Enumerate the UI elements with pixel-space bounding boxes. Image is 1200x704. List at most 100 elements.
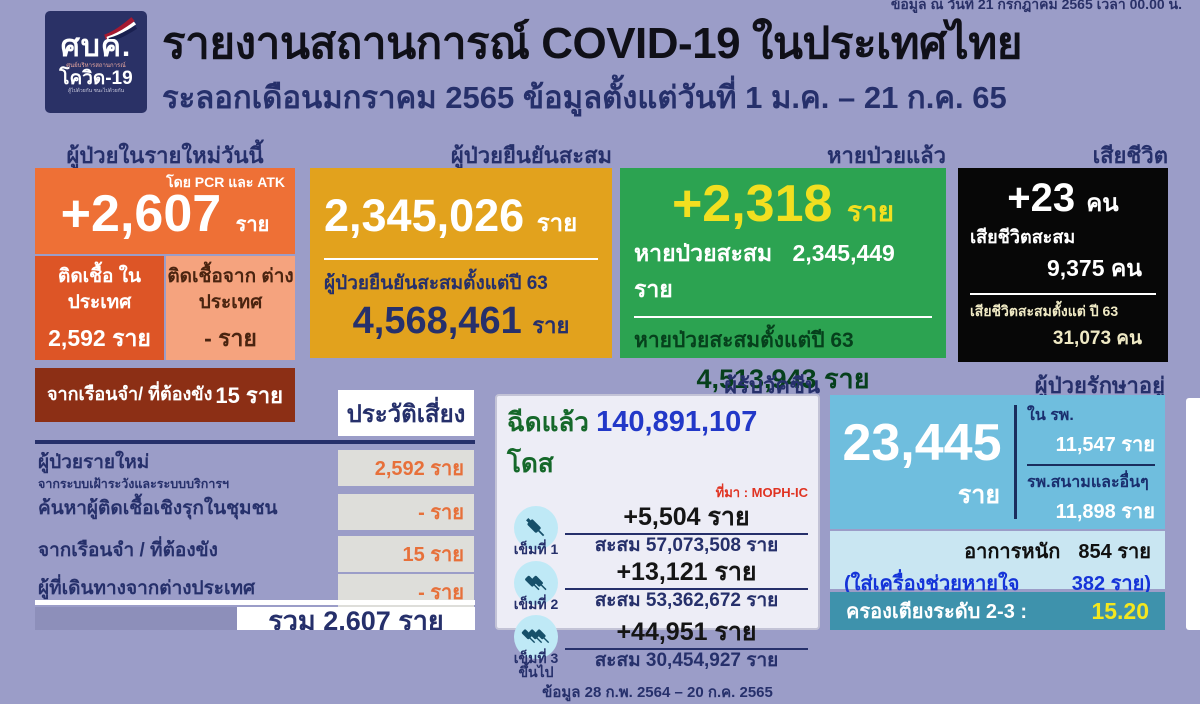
confirmed-since63-value: 4,568,461 (352, 300, 522, 342)
abroad-label: ติดเชื้อจาก ต่างประเทศ (167, 266, 294, 313)
dose1-cum: สะสม 57,073,508 ราย (594, 535, 779, 556)
confirmed-value: 2,345,026 (324, 190, 525, 241)
vaccine-card: ฉีดแล้ว 140,891,107 โดส ที่มา : MOPH-IC … (495, 394, 820, 701)
risk-row-travelers: ผู้ที่เดินทางจากต่างประเทศ (38, 578, 256, 599)
report-datestamp: ข้อมูล ณ วันที่ 21 กรกฎาคม 2565 เวลา 00.… (890, 0, 1182, 12)
recovered-since63-value: 4,513,943 ราย (696, 364, 870, 394)
vaccine-dose3-row: เข็มที่ 3 ขึ้นไป +44,951 ราย สะสม 30,454… (507, 614, 808, 680)
dose1-label: เข็มที่ 1 (513, 541, 559, 558)
domestic-infections-card: ติดเชื้อ ในประเทศ 2,592 ราย (35, 256, 164, 360)
risk-row-new-patients: ผู้ป่วยรายใหม่ จากระบบเฝ้าระวังและระบบบร… (38, 452, 338, 494)
hospital-label: ใน รพ. (1027, 407, 1074, 424)
vaccine-footnote: ข้อมูล 28 ก.พ. 2564 – 20 ก.ค. 2565 (542, 683, 773, 701)
dose2-cum: สะสม 53,362,672 ราย (594, 589, 779, 611)
ccsa-logo: ศบค. ศูนย์บริหารสถานการณ์ โควิด-19 สู้ไป… (45, 11, 147, 113)
active-cases-card: 23,445 ราย ใน รพ. 11,547 ราย รพ.สนามและอ… (830, 395, 1165, 529)
vaccine-source: ที่มา : MOPH-IC (715, 485, 808, 500)
abroad-value: - ราย (204, 325, 257, 352)
confirmed-since63-unit: ราย (532, 313, 570, 338)
active-cases-header: ผู้ป่วยรักษาอยู่ (1034, 373, 1165, 398)
vaccine-total-unit: โดส (507, 448, 554, 478)
prison-infections-card: จากเรือนจำ/ ที่ต้องขัง 15 ราย (35, 368, 295, 422)
vaccine-header: ผู้รับวัคซีน (724, 373, 820, 398)
bed-occupancy-value: 15.20 (1091, 597, 1149, 624)
bed-occupancy-label: ครองเตียงระดับ 2-3 : (846, 601, 1028, 623)
divider (1014, 405, 1017, 519)
divider (324, 258, 598, 260)
field-hospital-label: รพ.สนามและอื่นๆ (1027, 474, 1149, 491)
deaths-unit: คน (1086, 190, 1119, 217)
bed-occupancy-strip: ครองเตียงระดับ 2-3 : 15.20 (830, 592, 1165, 630)
deaths-value: +23 (1007, 176, 1076, 220)
active-unit: ราย (957, 481, 1000, 509)
confirmed-card: 2,345,026 ราย ผู้ป่วยยืนยันสะสมตั้งแต่ปี… (310, 168, 612, 358)
ventilator-label: (ใส่เครื่องช่วยหายใจ (844, 573, 1020, 595)
abroad-infections-card: ติดเชื้อจาก ต่างประเทศ - ราย (166, 256, 295, 360)
risk-sublabel: จากระบบเฝ้าระวังและระบบบริการฯ (38, 476, 230, 491)
confirmed-since63-label: ผู้ป่วยยืนยันสะสมตั้งแต่ปี 63 (324, 273, 548, 294)
recovered-unit: ราย (846, 196, 895, 227)
new-cases-unit: ราย (235, 214, 270, 236)
clipped-panel-edge (1186, 398, 1200, 630)
deaths-since63-label: เสียชีวิตสะสมตั้งแต่ ปี 63 (970, 303, 1119, 319)
logo-text-covid: โควิด-19 (59, 67, 133, 89)
prison-label: จากเรือนจำ/ ที่ต้องขัง (47, 384, 213, 405)
logo-text-sub: ศูนย์บริหารสถานการณ์ (66, 62, 126, 69)
total-row-shade (35, 607, 237, 630)
new-cases-value: +2,607 (60, 185, 222, 243)
severe-cases-strip: อาการหนัก 854 ราย (ใส่เครื่องช่วยหายใจ 3… (830, 531, 1165, 595)
risk-label: ผู้ป่วยรายใหม่ (38, 452, 150, 473)
new-cases-method: โดย PCR และ ATK (166, 174, 285, 190)
divider (970, 293, 1156, 295)
divider (35, 600, 475, 605)
deaths-header: เสียชีวิต (1092, 143, 1168, 168)
active-value: 23,445 (842, 414, 1002, 472)
risk-value-prison: 15 ราย (338, 536, 474, 572)
vaccine-dose2-row: เข็มที่ 2 +13,121 ราย สะสม 53,362,672 รา… (507, 559, 808, 613)
deaths-cum-value: 9,375 คน (1046, 255, 1142, 281)
ventilator-value: 382 ราย) (1071, 573, 1151, 595)
dose3-cum: สะสม 30,454,927 ราย (594, 650, 779, 672)
dose3-label: เข็มที่ 3 ขึ้นไป (513, 649, 559, 680)
page-subtitle: ระลอกเดือนมกราคม 2565 ข้อมูลตั้งแต่วันที… (162, 80, 1007, 115)
recovered-since63-label: หายป่วยสะสมตั้งแต่ปี 63 (634, 329, 854, 352)
recovered-value: +2,318 (671, 175, 833, 233)
divider (634, 316, 932, 318)
recovered-header: หายป่วยแล้ว (827, 143, 946, 168)
dose1-new: +5,504 ราย (565, 505, 808, 535)
confirmed-header: ผู้ป่วยยืนยันสะสม (450, 143, 612, 168)
vaccine-dose1-row: เข็มที่ 1 +5,504 ราย สะสม 57,073,508 ราย (507, 505, 808, 558)
thai-flag-icon (104, 17, 137, 39)
prison-value: 15 ราย (215, 382, 283, 408)
severe-value: 854 ราย (1078, 541, 1151, 563)
hospital-value: 11,547 ราย (1055, 434, 1155, 456)
risk-row-prison: จากเรือนจำ / ที่ต้องขัง (38, 540, 218, 561)
vaccine-total-value: 140,891,107 (596, 406, 758, 438)
field-hospital-value: 11,898 ราย (1055, 501, 1155, 523)
recovered-cum-value: 2,345,449 ราย (634, 240, 895, 302)
deaths-since63-value: 31,073 คน (1052, 328, 1142, 349)
new-cases-header: ผู้ป่วยในรายใหม่วันนี้ (66, 143, 264, 168)
dose2-new: +13,121 ราย (565, 559, 808, 590)
dose2-label: เข็มที่ 2 (513, 596, 559, 613)
severe-label: อาการหนัก (964, 541, 1061, 563)
vaccine-total-label: ฉีดแล้ว (507, 407, 589, 437)
risk-value-proactive: - ราย (338, 494, 474, 530)
double-syringe-icon (514, 561, 558, 606)
risk-history-title: ประวัติเสี่ยง (338, 390, 474, 436)
logo-text-tagline: สู้ไปด้วยกัน ชนะไปด้วยกัน (67, 87, 125, 94)
recovered-cum-label: หายป่วยสะสม (634, 240, 773, 266)
dose3-new: +44,951 ราย (565, 620, 808, 651)
deaths-card: +23 คน เสียชีวิตสะสม 9,375 คน เสียชีวิตส… (958, 168, 1168, 362)
domestic-value: 2,592 ราย (48, 325, 151, 352)
risk-total: รวม 2,607 ราย (237, 607, 475, 630)
domestic-label: ติดเชื้อ ในประเทศ (57, 266, 142, 313)
recovered-card: +2,318 ราย หายป่วยสะสม 2,345,449 ราย หาย… (620, 168, 946, 394)
confirmed-unit: ราย (536, 210, 578, 237)
divider (1027, 464, 1155, 466)
risk-value-new-patients: 2,592 ราย (338, 450, 474, 486)
risk-row-proactive: ค้นหาผู้ติดเชื้อเชิงรุกในชุมชน (38, 498, 278, 519)
syringe-icon (514, 506, 558, 551)
page-title: รายงานสถานการณ์ COVID-19 ในประเทศไทย (162, 19, 1023, 68)
deaths-cum-label: เสียชีวิตสะสม (970, 227, 1076, 247)
